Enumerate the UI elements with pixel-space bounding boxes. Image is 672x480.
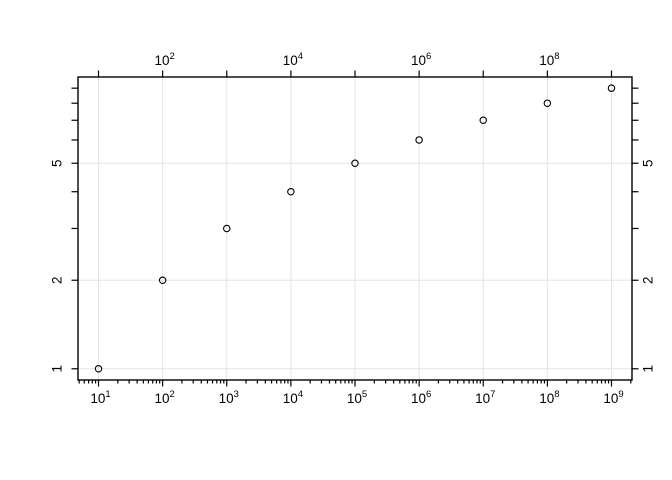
- y-tick-label-left: 1: [50, 365, 65, 373]
- y-tick-label-right: 2: [641, 276, 656, 284]
- y-tick-label-left: 2: [50, 276, 65, 284]
- axis-tick-labels: 101 102 103 104 105 106 107 108 109 102 104 106 108 1…: [50, 51, 656, 406]
- data-point: [543, 99, 552, 107]
- data-point: [158, 276, 167, 284]
- x-tick-label-bottom: 105: [347, 389, 367, 406]
- y-tick-label-right: 1: [641, 365, 656, 373]
- x-tick-label-top: 104: [283, 51, 303, 68]
- data-point: [351, 159, 359, 167]
- x-tick-label-bottom: 109: [603, 389, 623, 406]
- data-point: [415, 136, 423, 144]
- y-tick-label-right: 5: [641, 159, 656, 167]
- data-points: [94, 84, 616, 373]
- x-tick-label-top: 108: [539, 51, 559, 68]
- data-point: [287, 187, 295, 196]
- x-tick-label-bottom: 102: [154, 389, 174, 406]
- gridlines: [78, 77, 632, 380]
- x-tick-label-bottom: 103: [219, 389, 239, 406]
- y-tick-label-left: 5: [50, 159, 65, 167]
- x-tick-label-top: 106: [411, 51, 431, 68]
- x-tick-label-top: 102: [154, 51, 174, 68]
- x-tick-label-bottom: 106: [411, 389, 431, 406]
- x-tick-label-bottom: 104: [283, 389, 303, 406]
- axes: [71, 70, 639, 387]
- x-tick-label-bottom: 107: [475, 389, 495, 406]
- data-point: [94, 365, 103, 373]
- x-tick-label-bottom: 108: [539, 389, 559, 406]
- data-point: [223, 224, 231, 233]
- x-tick-label-bottom: 101: [90, 389, 110, 406]
- data-point: [479, 116, 487, 125]
- data-point: [607, 84, 616, 92]
